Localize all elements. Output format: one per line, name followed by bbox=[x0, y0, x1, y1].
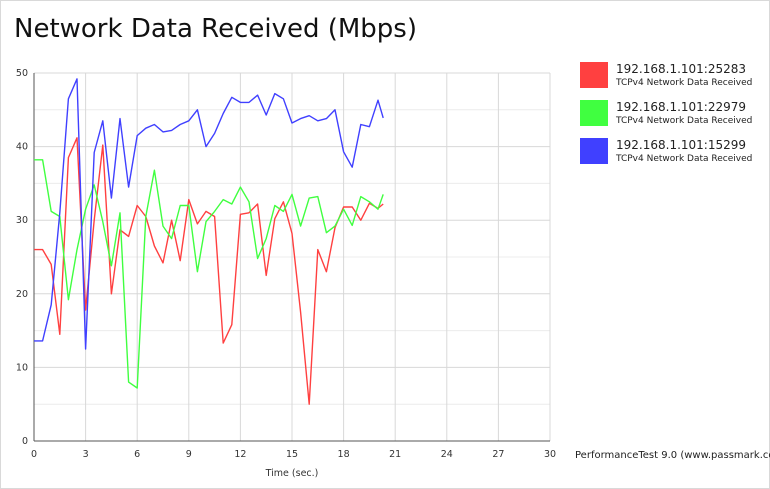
x-tick-label: 3 bbox=[83, 449, 89, 460]
y-tick-label: 20 bbox=[16, 289, 28, 300]
legend: 192.168.1.101:25283 TCPv4 Network Data R… bbox=[578, 60, 768, 174]
chart-title: Network Data Received (Mbps) bbox=[14, 14, 417, 44]
x-tick-label: 24 bbox=[441, 449, 453, 460]
series-line-1 bbox=[34, 137, 384, 405]
series-line-2 bbox=[34, 159, 384, 389]
y-tick-label: 10 bbox=[16, 362, 28, 373]
axis-labels: 0 10 20 30 40 50 0 3 6 9 12 15 18 21 24 27 30 Time (sec.) bbox=[16, 68, 556, 479]
legend-swatch-red bbox=[580, 62, 608, 88]
x-axis-label: Time (sec.) bbox=[265, 468, 319, 479]
legend-item: 192.168.1.101:15299 TCPv4 Network Data R… bbox=[578, 136, 768, 174]
series-line-3 bbox=[34, 78, 384, 350]
legend-swatch-green bbox=[580, 100, 608, 126]
legend-series-name: 192.168.1.101:15299 bbox=[616, 138, 747, 152]
grid bbox=[33, 72, 551, 442]
legend-series-subtitle: TCPv4 Network Data Received bbox=[616, 116, 753, 126]
x-tick-label: 21 bbox=[389, 449, 401, 460]
legend-series-subtitle: TCPv4 Network Data Received bbox=[616, 154, 753, 164]
legend-series-subtitle: TCPv4 Network Data Received bbox=[616, 78, 753, 88]
x-tick-label: 18 bbox=[338, 449, 350, 460]
legend-item: 192.168.1.101:22979 TCPv4 Network Data R… bbox=[578, 98, 768, 136]
y-tick-label: 50 bbox=[16, 68, 28, 79]
footer-credit: PerformanceTest 9.0 (www.passmark.com) bbox=[575, 450, 770, 461]
y-tick-label: 0 bbox=[22, 436, 28, 447]
legend-series-name: 192.168.1.101:22979 bbox=[616, 100, 747, 114]
x-tick-label: 6 bbox=[134, 449, 140, 460]
x-tick-label: 30 bbox=[544, 449, 556, 460]
x-tick-label: 15 bbox=[286, 449, 298, 460]
axes bbox=[33, 73, 550, 442]
legend-series-name: 192.168.1.101:25283 bbox=[616, 62, 747, 76]
legend-item: 192.168.1.101:25283 TCPv4 Network Data R… bbox=[578, 60, 768, 98]
x-tick-label: 9 bbox=[186, 449, 192, 460]
y-tick-label: 30 bbox=[16, 215, 28, 226]
x-tick-label: 0 bbox=[31, 449, 37, 460]
x-tick-label: 27 bbox=[492, 449, 504, 460]
legend-swatch-blue bbox=[580, 138, 608, 164]
x-tick-label: 12 bbox=[234, 449, 246, 460]
y-tick-label: 40 bbox=[16, 142, 28, 153]
series-lines bbox=[34, 78, 384, 405]
